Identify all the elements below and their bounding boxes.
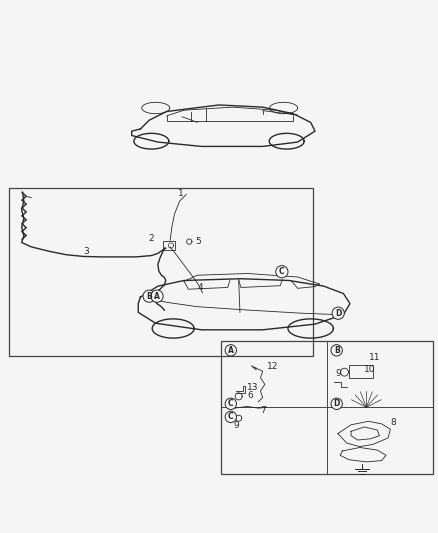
Text: 9: 9 [233, 421, 239, 430]
Bar [162, 241, 175, 250]
Text: C: C [228, 413, 233, 422]
Text: A: A [154, 292, 160, 301]
Text: 5: 5 [195, 237, 201, 246]
Circle shape [225, 345, 237, 356]
Bar [10, 188, 313, 356]
Text: B: B [146, 292, 152, 301]
Text: C: C [279, 267, 285, 276]
Text: B: B [334, 346, 339, 355]
Text: D: D [333, 399, 340, 408]
Text: A: A [228, 346, 234, 355]
Text: 12: 12 [267, 362, 279, 372]
Circle shape [225, 398, 237, 409]
Text: 6: 6 [247, 391, 253, 400]
Text: 10: 10 [364, 365, 376, 374]
Text: 2: 2 [148, 233, 153, 243]
Circle shape [276, 265, 288, 278]
Circle shape [225, 411, 237, 423]
Text: C: C [228, 399, 233, 408]
Bar [221, 341, 433, 474]
Text: 8: 8 [390, 418, 396, 427]
Circle shape [331, 398, 343, 409]
Text: 1: 1 [177, 189, 183, 198]
Circle shape [143, 290, 155, 302]
Circle shape [151, 290, 163, 302]
Circle shape [331, 345, 343, 356]
Text: 9: 9 [335, 369, 341, 378]
Text: 3: 3 [83, 247, 89, 256]
Circle shape [332, 307, 344, 319]
Bar [349, 365, 373, 378]
Text: 11: 11 [368, 353, 380, 362]
Text: D: D [335, 309, 341, 318]
Text: 13: 13 [247, 383, 259, 392]
Text: 7: 7 [261, 406, 266, 415]
Text: 4: 4 [197, 283, 203, 292]
